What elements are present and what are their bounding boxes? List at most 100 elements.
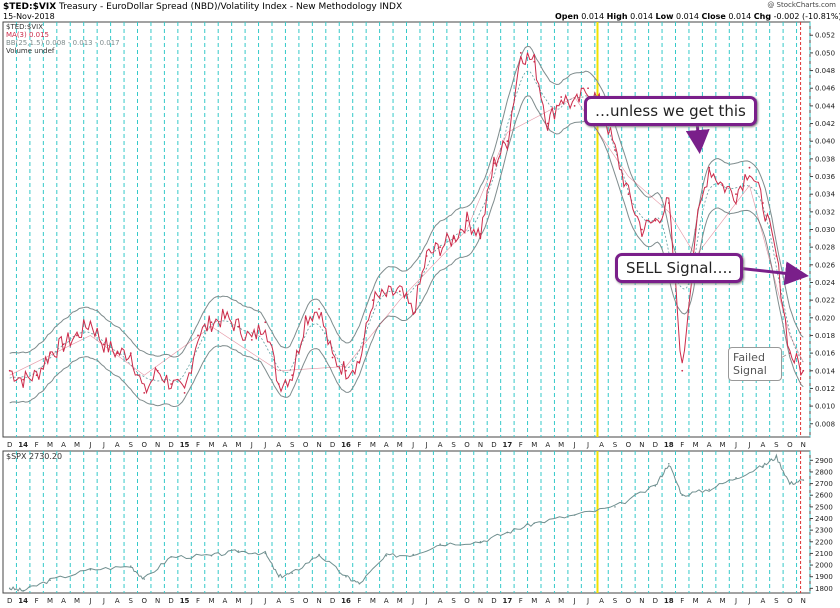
ratio-point: [735, 193, 737, 196]
ratio-point: [681, 369, 684, 372]
ratio-point: [371, 299, 374, 302]
spx-point: [802, 479, 805, 481]
x-tick-label: F: [680, 441, 684, 449]
y-tick-label: 0.010: [815, 403, 835, 411]
y-tick-label: 0.018: [815, 332, 835, 340]
spx-point: [210, 554, 213, 557]
y-tick-label: 2800: [815, 468, 833, 476]
x-tick-label: D: [7, 597, 12, 605]
x-tick-label: J: [88, 597, 91, 605]
symbol: $TED:$VIX: [3, 2, 57, 12]
x-tick-label: M: [397, 441, 403, 449]
x-tick-label: J: [573, 597, 576, 605]
x-tick-label: O: [303, 597, 309, 605]
x-tick-label: A: [223, 597, 228, 605]
ratio-point: [640, 228, 643, 231]
x-tick-label: A: [115, 597, 120, 605]
arrow-sell: [736, 261, 809, 286]
x-tick-label: M: [47, 441, 53, 449]
spx-point: [237, 550, 240, 552]
x-tick-label: M: [720, 441, 726, 449]
x-tick-label: A: [384, 441, 389, 449]
x-tick-label: D: [168, 597, 173, 605]
y-tick-label: 2200: [815, 538, 833, 546]
x-tick-label: N: [801, 441, 806, 449]
ratio-point: [560, 96, 563, 98]
x-tick-label: F: [357, 597, 361, 605]
spx-line: [9, 453, 804, 592]
x-tick-label: M: [397, 597, 403, 605]
x-tick-label: D: [491, 597, 496, 605]
x-tick-label: D: [330, 441, 335, 449]
x-tick-label: A: [707, 441, 712, 449]
x-tick-label: M: [235, 441, 241, 449]
spx-point: [789, 482, 791, 485]
ratio-point: [264, 321, 267, 324]
ratio-point: [89, 321, 92, 324]
ratio-point: [412, 312, 415, 315]
y-tick-label: 0.042: [815, 120, 835, 128]
ratio-point: [694, 228, 697, 231]
x-tick-label: S: [290, 597, 295, 605]
y-tick-label: 0.044: [815, 102, 836, 110]
ratio-point: [224, 316, 226, 319]
spx-point: [654, 485, 657, 487]
y-tick-label: 0.050: [815, 49, 835, 57]
ratio-point: [8, 369, 11, 372]
y-tick-label: 0.032: [815, 208, 835, 216]
spx-point: [129, 565, 132, 568]
x-tick-label: J: [586, 597, 589, 605]
ratio-point: [318, 308, 320, 310]
ratio-point: [546, 122, 549, 125]
x-tick-label: A: [61, 597, 66, 605]
x-tick-label: A: [384, 597, 389, 605]
x-tick-label: J: [425, 441, 428, 449]
ratio-point: [237, 325, 240, 328]
x-tick-label: F: [35, 597, 39, 605]
x-tick-label: M: [47, 597, 53, 605]
ratio-point: [35, 374, 38, 377]
x-tick-label: O: [626, 597, 632, 605]
x-tick-label: J: [250, 597, 253, 605]
y-tick-label: 1900: [815, 573, 833, 581]
x-tick-label: J: [263, 441, 266, 449]
x-tick-label: O: [787, 441, 793, 449]
x-tick-label: A: [761, 441, 766, 449]
legend-volume: Volume undef: [6, 47, 55, 55]
x-tick-label: J: [747, 441, 750, 449]
ratio-point: [250, 338, 253, 341]
ratio-point: [102, 343, 105, 346]
y-axis-lower: 1800 1900 2000 2100 2200 2300 2400 2500 2600 2700…: [810, 457, 833, 593]
spx-point: [8, 587, 11, 590]
y-tick-label: 2100: [815, 550, 833, 558]
x-tick-label: S: [129, 597, 134, 605]
y-tick-label: 2300: [815, 527, 833, 535]
ratio-point: [439, 246, 442, 249]
x-tick-label: O: [626, 441, 632, 449]
x-tick-label: J: [102, 441, 105, 449]
ratio-point: [802, 369, 805, 372]
spx-point: [385, 554, 388, 557]
spx-point: [89, 568, 92, 571]
chart-date: 15-Nov-2018: [3, 12, 55, 21]
x-tick-label: M: [74, 597, 80, 605]
x-tick-label: A: [276, 597, 281, 605]
x-tick-label: N: [316, 441, 321, 449]
x-tick-label: M: [693, 597, 699, 605]
description: Treasury - EuroDollar Spread (NBD)/Volat…: [59, 2, 403, 12]
x-tick-label: D: [330, 597, 335, 605]
x-tick-label: 17: [503, 597, 513, 605]
x-tick-label: D: [491, 441, 496, 449]
y-tick-label: 2900: [815, 457, 833, 465]
x-tick-label: F: [196, 441, 200, 449]
x-tick-label: A: [223, 441, 228, 449]
y-tick-label: 0.020: [815, 314, 835, 322]
x-tick-label: J: [573, 441, 576, 449]
x-tick-label: J: [734, 597, 737, 605]
y-tick-label: 1800: [815, 585, 833, 593]
ratio-point: [277, 383, 280, 385]
y-tick-label: 0.026: [815, 261, 836, 269]
y-tick-label: 0.008: [815, 420, 835, 428]
y-tick-label: 2600: [815, 492, 833, 500]
x-tick-label: S: [451, 441, 456, 449]
